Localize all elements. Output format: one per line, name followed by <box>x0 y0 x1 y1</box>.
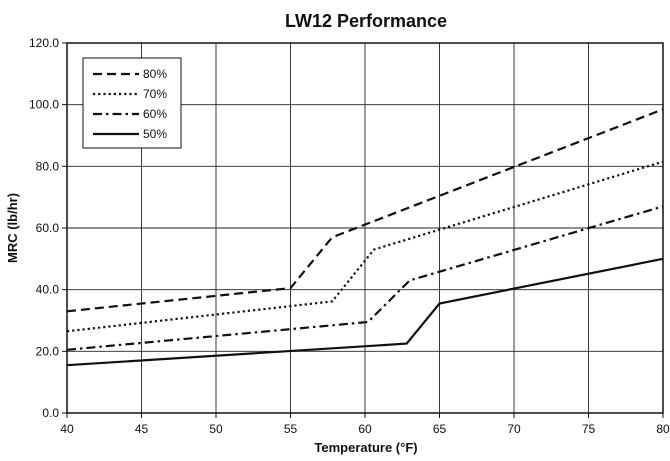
y-tick-label: 0.0 <box>42 406 59 420</box>
series-layer <box>66 108 664 367</box>
x-tick-label: 50 <box>209 422 223 436</box>
legend-label: 70% <box>143 87 167 101</box>
y-axis-ticks: 0.0 20.0 40.0 60.0 80.0 100.0 120.0 <box>29 36 67 420</box>
y-tick-label: 20.0 <box>36 344 60 358</box>
x-tick-label: 70 <box>507 422 521 436</box>
x-tick-label: 75 <box>582 422 596 436</box>
y-tick-label: 60.0 <box>36 221 60 235</box>
series-line-60-percent <box>66 205 664 351</box>
x-tick-label: 55 <box>284 422 298 436</box>
x-tick-label: 40 <box>60 422 74 436</box>
x-tick-label: 45 <box>135 422 149 436</box>
legend-label: 80% <box>143 67 167 81</box>
legend-label: 50% <box>143 127 167 141</box>
y-axis-label: MRC (lb/hr) <box>5 193 20 263</box>
x-tick-label: 60 <box>358 422 372 436</box>
legend: 80% 70% 60% 50% <box>82 57 182 149</box>
series-line-70-percent <box>66 160 664 333</box>
y-tick-label: 40.0 <box>36 283 60 297</box>
series-line-80-percent <box>66 108 664 313</box>
chart-title: LW12 Performance <box>285 11 447 31</box>
x-tick-label: 80 <box>656 422 670 436</box>
legend-label: 60% <box>143 107 167 121</box>
y-tick-label: 100.0 <box>29 98 59 112</box>
x-axis-ticks: 40 45 50 55 60 65 70 75 80 <box>60 413 670 436</box>
x-tick-label: 65 <box>433 422 447 436</box>
y-tick-label: 120.0 <box>29 36 59 50</box>
x-axis-label: Temperature (°F) <box>314 440 417 455</box>
series-line-50-percent <box>66 257 664 367</box>
y-tick-label: 80.0 <box>36 159 60 173</box>
